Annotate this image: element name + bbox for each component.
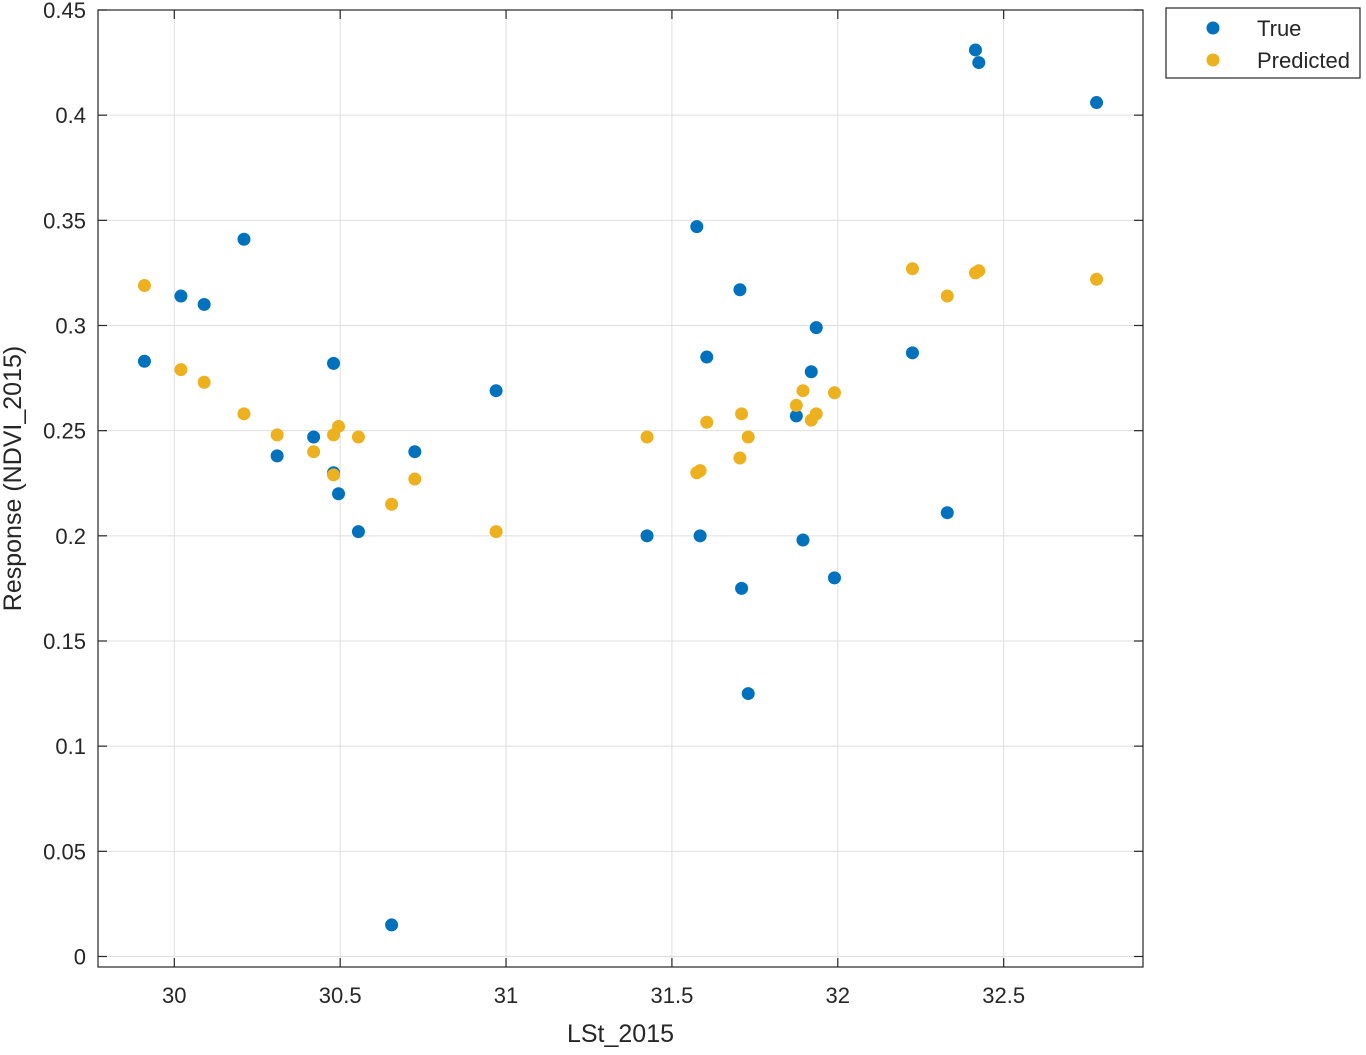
y-tick-label: 0.1 <box>55 734 86 759</box>
data-point-true <box>237 232 251 246</box>
data-point-predicted <box>693 464 707 478</box>
data-point-true <box>408 445 422 459</box>
x-tick-label: 31 <box>494 983 518 1008</box>
data-point-predicted <box>327 468 341 482</box>
data-point-true <box>735 581 749 595</box>
data-point-true <box>640 529 654 543</box>
data-point-predicted <box>796 384 810 398</box>
data-point-predicted <box>489 525 503 539</box>
data-point-predicted <box>237 407 251 421</box>
legend-marker-predicted <box>1206 53 1220 67</box>
data-point-predicted <box>972 264 986 278</box>
data-point-true <box>270 449 284 463</box>
data-point-predicted <box>733 451 747 465</box>
data-point-predicted <box>174 363 188 377</box>
series-predicted <box>137 262 1104 539</box>
y-tick-label: 0.25 <box>43 419 86 444</box>
data-point-predicted <box>827 386 841 400</box>
x-tick-label: 30 <box>162 983 186 1008</box>
axis-ticks: 30 30.5 31 31.5 32 32.5 0 0.05 0.1 0.15 0.2 0.25 0.3… <box>43 0 1143 1008</box>
data-point-true <box>809 321 823 335</box>
series-true <box>137 43 1104 932</box>
y-tick-label: 0.4 <box>55 103 86 128</box>
data-point-true <box>804 365 818 379</box>
data-point-true <box>741 687 755 701</box>
x-tick-label: 30.5 <box>319 983 362 1008</box>
y-tick-label: 0.3 <box>55 313 86 338</box>
y-axis-title: Response (NDVI_2015) <box>0 346 27 611</box>
data-point-true <box>693 529 707 543</box>
data-point-true <box>796 533 810 547</box>
data-point-predicted <box>197 375 211 389</box>
data-point-predicted <box>307 445 321 459</box>
data-point-true <box>385 918 399 932</box>
data-point-predicted <box>809 407 823 421</box>
data-point-true <box>197 297 211 311</box>
data-point-predicted <box>735 407 749 421</box>
data-point-true <box>700 350 714 364</box>
data-point-true <box>968 43 982 57</box>
data-point-predicted <box>940 289 954 303</box>
legend-marker-true <box>1206 21 1220 35</box>
data-point-predicted <box>332 419 346 433</box>
x-axis-title: LSt_2015 <box>567 1020 674 1048</box>
legend: True Predicted <box>1165 7 1361 79</box>
data-point-true <box>327 356 341 370</box>
plot-area <box>97 9 1144 968</box>
y-tick-label: 0.05 <box>43 839 86 864</box>
data-points <box>137 43 1104 932</box>
data-point-true <box>307 430 321 444</box>
data-point-predicted <box>789 398 803 412</box>
data-point-true <box>690 220 704 234</box>
legend-label-predicted: Predicted <box>1257 48 1350 73</box>
y-tick-label: 0.2 <box>55 524 86 549</box>
data-point-predicted <box>137 279 151 293</box>
legend-label-true: True <box>1257 16 1301 41</box>
data-point-true <box>137 354 151 368</box>
data-point-true <box>351 525 365 539</box>
data-point-predicted <box>270 428 284 442</box>
data-point-true <box>789 409 803 423</box>
data-point-predicted <box>741 430 755 444</box>
legend-box <box>1165 7 1361 79</box>
data-point-true <box>827 571 841 585</box>
y-tick-label: 0.15 <box>43 629 86 654</box>
data-point-true <box>733 283 747 297</box>
data-point-predicted <box>1090 272 1104 286</box>
data-point-true <box>174 289 188 303</box>
data-point-predicted <box>408 472 422 486</box>
x-tick-label: 31.5 <box>651 983 694 1008</box>
data-point-true <box>332 487 346 501</box>
grid-lines <box>98 9 1143 967</box>
data-point-true <box>905 346 919 360</box>
data-point-true <box>972 56 986 70</box>
y-tick-label: 0.45 <box>43 0 86 23</box>
data-point-predicted <box>905 262 919 276</box>
data-point-true <box>1090 96 1104 110</box>
data-point-true <box>940 506 954 520</box>
y-tick-label: 0.35 <box>43 208 86 233</box>
data-point-true <box>489 384 503 398</box>
x-tick-label: 32 <box>826 983 850 1008</box>
x-tick-label: 32.5 <box>982 983 1025 1008</box>
data-point-predicted <box>640 430 654 444</box>
y-tick-label: 0 <box>74 944 86 969</box>
data-point-predicted <box>385 497 399 511</box>
data-point-predicted <box>351 430 365 444</box>
data-point-predicted <box>700 415 714 429</box>
